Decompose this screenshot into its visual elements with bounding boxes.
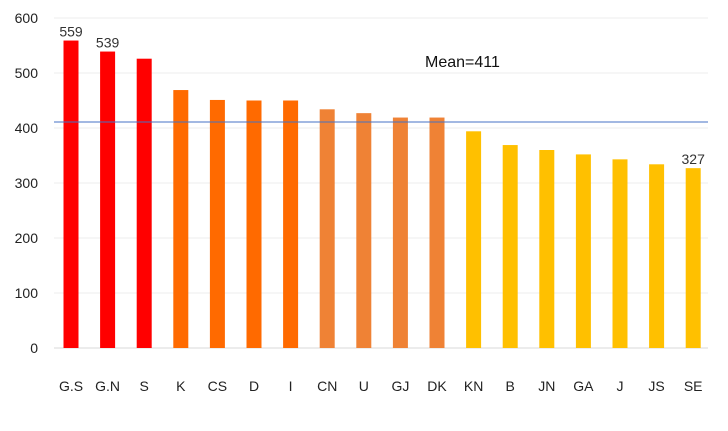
x-tick-label: SE [684, 378, 703, 394]
bar-CS [209, 99, 225, 348]
bar-CN [319, 109, 335, 348]
y-tick-label: 100 [15, 285, 39, 301]
x-tick-label: G.S [59, 378, 83, 394]
x-tick-label: U [359, 378, 369, 394]
bar-KN [466, 131, 482, 348]
data-label-G.S: 559 [59, 24, 83, 40]
bar-GJ [392, 117, 408, 348]
bar-JS [649, 164, 665, 348]
x-tick-label: G.N [95, 378, 120, 394]
y-tick-label: 200 [15, 230, 39, 246]
gridlines [54, 17, 708, 349]
data-label-G.N: 539 [96, 35, 120, 51]
bars [63, 40, 701, 349]
x-tick-label: K [176, 378, 186, 394]
bar-JN [539, 150, 555, 348]
x-tick-label: GA [573, 378, 594, 394]
x-tick-label: JN [538, 378, 555, 394]
y-tick-label: 0 [30, 340, 38, 356]
bar-I [283, 100, 299, 348]
y-axis-ticks: 0 100 200 300 400 500 600 [15, 10, 39, 356]
bar-B [502, 145, 518, 348]
data-labels: 559 539 327 [59, 24, 705, 168]
y-tick-label: 300 [15, 175, 39, 191]
y-tick-label: 400 [15, 120, 39, 136]
x-tick-label: S [140, 378, 149, 394]
x-tick-label: GJ [391, 378, 409, 394]
x-tick-label: DK [427, 378, 447, 394]
x-tick-label: I [289, 378, 293, 394]
bar-S [136, 58, 152, 348]
x-tick-label: B [506, 378, 515, 394]
mean-label: Mean=411 [425, 54, 500, 71]
y-tick-label: 600 [15, 10, 39, 26]
x-tick-label: JS [648, 378, 664, 394]
y-tick-label: 500 [15, 65, 39, 81]
x-tick-label: J [617, 378, 624, 394]
x-tick-label: KN [464, 378, 483, 394]
bar-D [246, 100, 262, 348]
x-tick-label: D [249, 378, 259, 394]
bar-K [173, 90, 189, 349]
bar-DK [429, 117, 445, 348]
bar-G.S [63, 40, 79, 349]
data-label-SE: 327 [682, 151, 706, 167]
bar-G.N [100, 51, 116, 349]
bar-SE [685, 168, 701, 348]
bar-GA [575, 154, 591, 348]
x-axis-ticks: G.S G.N S K CS D I CN U GJ DK KN B JN GA J JS SE [59, 378, 703, 394]
x-tick-label: CS [208, 378, 227, 394]
x-tick-label: CN [317, 378, 337, 394]
bar-J [612, 159, 628, 348]
bar-U [356, 113, 372, 349]
